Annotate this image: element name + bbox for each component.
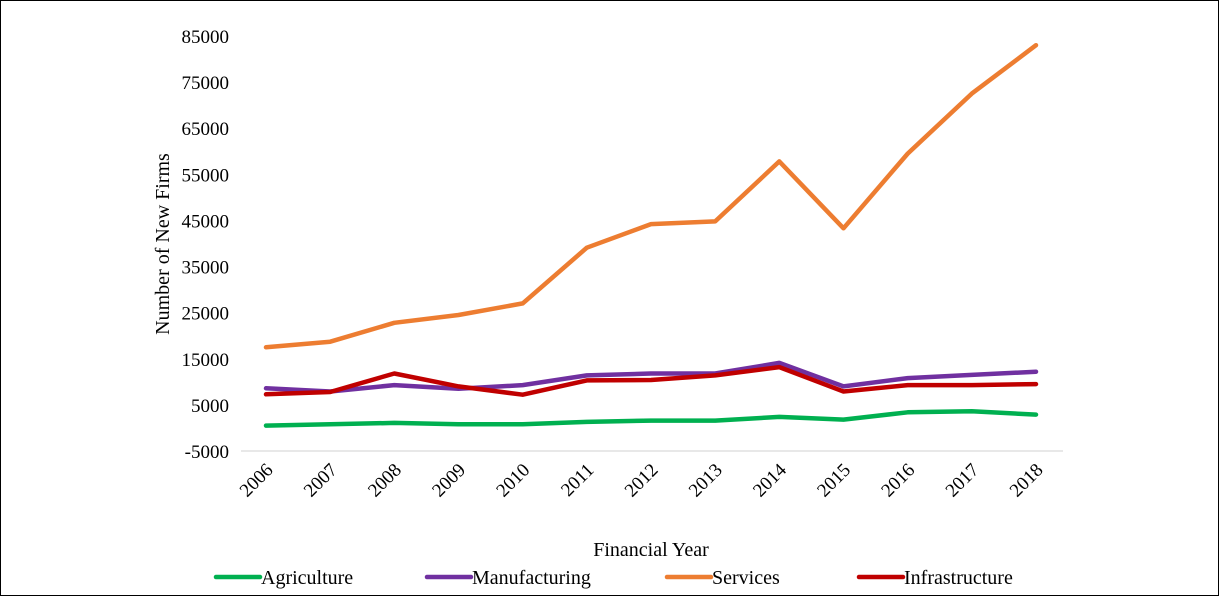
series-lines: [263, 42, 1039, 428]
y-tick-label: 15000: [182, 350, 230, 371]
y-tick-label: 35000: [182, 258, 230, 279]
x-tick-label: 2009: [428, 460, 470, 502]
series-line-manufacturing: [263, 360, 1039, 394]
y-axis-ticks: 85000 75000 65000 55000 45000 35000 25000 15000…: [182, 27, 230, 463]
y-tick-label: -5000: [185, 442, 229, 463]
legend-label-infrastructure: Infrastructure: [904, 567, 1013, 589]
series-line-agriculture: [263, 409, 1039, 428]
y-axis-title: Number of New Firms: [152, 153, 174, 335]
y-tick-label: 25000: [182, 304, 230, 325]
legend: Agriculture Manufacturing Services Infrastr…: [213, 567, 1013, 589]
x-tick-label: 2010: [492, 460, 534, 502]
legend-label-services: Services: [712, 567, 780, 589]
legend-label-agriculture: Agriculture: [261, 567, 353, 589]
x-tick-label: 2014: [749, 459, 791, 501]
y-tick-label: 65000: [182, 119, 230, 140]
x-tick-label: 2011: [557, 460, 598, 501]
legend-label-manufacturing: Manufacturing: [472, 567, 591, 589]
x-tick-label: 2017: [942, 460, 984, 502]
x-axis-title: Financial Year: [593, 539, 709, 561]
x-tick-label: 2015: [813, 460, 855, 502]
x-tick-label: 2012: [621, 460, 663, 502]
x-tick-label: 2018: [1006, 460, 1048, 502]
x-tick-label: 2006: [236, 460, 278, 502]
y-tick-label: 5000: [191, 396, 229, 417]
x-tick-label: 2016: [877, 460, 919, 502]
x-tick-label: 2007: [300, 460, 342, 502]
y-tick-label: 55000: [182, 165, 230, 186]
series-line-services: [263, 42, 1039, 350]
x-tick-label: 2013: [685, 460, 727, 502]
series-line-infrastructure: [263, 364, 1039, 397]
x-tick-label: 2008: [364, 460, 406, 502]
x-axis-ticks: 2006 2007 2008 2009 2010 2011 2012 2013 2014 2015…: [236, 459, 1048, 501]
y-tick-label: 75000: [182, 73, 230, 94]
y-tick-label: 45000: [182, 211, 230, 232]
y-tick-label: 85000: [182, 27, 230, 48]
